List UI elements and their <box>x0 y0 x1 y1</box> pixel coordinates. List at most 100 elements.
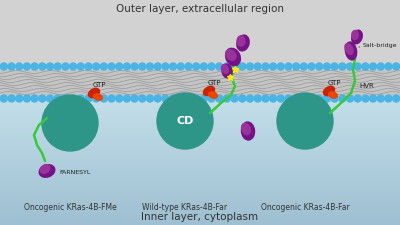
Circle shape <box>108 63 115 70</box>
Bar <box>0 169 400 172</box>
Text: Inner layer, cytoplasm: Inner layer, cytoplasm <box>142 212 258 222</box>
Circle shape <box>339 95 346 102</box>
Circle shape <box>316 63 323 70</box>
Circle shape <box>370 95 376 102</box>
Circle shape <box>16 63 23 70</box>
Circle shape <box>331 95 338 102</box>
Ellipse shape <box>352 30 358 40</box>
Circle shape <box>277 63 284 70</box>
Ellipse shape <box>345 42 357 60</box>
Circle shape <box>70 95 76 102</box>
Bar <box>0 0 400 70</box>
Circle shape <box>254 95 261 102</box>
Bar <box>0 132 400 135</box>
Circle shape <box>193 63 200 70</box>
Circle shape <box>154 95 161 102</box>
Text: FARNESYL: FARNESYL <box>59 171 90 176</box>
Bar <box>0 138 400 141</box>
Circle shape <box>293 63 300 70</box>
Circle shape <box>239 95 246 102</box>
Circle shape <box>146 95 154 102</box>
Bar <box>0 89 400 92</box>
Bar <box>0 79 400 82</box>
Bar <box>0 219 400 222</box>
Circle shape <box>93 63 100 70</box>
Bar <box>0 185 400 188</box>
Circle shape <box>239 63 246 70</box>
Circle shape <box>85 95 92 102</box>
Circle shape <box>54 63 61 70</box>
Bar <box>0 151 400 154</box>
Circle shape <box>62 95 69 102</box>
Bar <box>0 70 400 73</box>
Bar <box>0 213 400 216</box>
Bar <box>0 73 400 76</box>
Ellipse shape <box>242 122 254 140</box>
Bar <box>0 107 400 110</box>
Bar <box>0 203 400 206</box>
Circle shape <box>354 95 361 102</box>
Bar <box>0 160 400 163</box>
Ellipse shape <box>237 36 245 46</box>
Bar <box>0 163 400 166</box>
Circle shape <box>162 63 169 70</box>
Ellipse shape <box>94 94 102 100</box>
Circle shape <box>246 95 254 102</box>
Circle shape <box>346 95 354 102</box>
Circle shape <box>0 95 7 102</box>
Circle shape <box>124 95 130 102</box>
Text: Oncogenic KRas-4B-FMe: Oncogenic KRas-4B-FMe <box>24 202 116 211</box>
Bar <box>0 206 400 209</box>
Circle shape <box>370 63 376 70</box>
Circle shape <box>93 95 100 102</box>
Ellipse shape <box>329 92 337 98</box>
Bar <box>0 197 400 200</box>
Ellipse shape <box>226 48 240 66</box>
Circle shape <box>224 63 230 70</box>
Circle shape <box>308 63 315 70</box>
Circle shape <box>393 63 400 70</box>
Circle shape <box>216 63 223 70</box>
Circle shape <box>39 63 46 70</box>
Text: GTP: GTP <box>207 80 221 86</box>
Text: GTP: GTP <box>327 80 341 86</box>
Circle shape <box>277 93 333 149</box>
Circle shape <box>224 95 230 102</box>
Circle shape <box>385 95 392 102</box>
Circle shape <box>8 95 15 102</box>
Circle shape <box>100 95 107 102</box>
Circle shape <box>277 95 284 102</box>
Circle shape <box>62 63 69 70</box>
Circle shape <box>362 63 369 70</box>
Circle shape <box>54 95 61 102</box>
Circle shape <box>270 95 276 102</box>
Circle shape <box>108 95 115 102</box>
Bar <box>0 200 400 203</box>
Bar <box>0 82 400 86</box>
Circle shape <box>146 63 154 70</box>
Circle shape <box>262 95 269 102</box>
Circle shape <box>39 95 46 102</box>
Circle shape <box>77 95 84 102</box>
Circle shape <box>8 63 15 70</box>
Circle shape <box>46 95 54 102</box>
Ellipse shape <box>345 43 353 54</box>
Circle shape <box>377 95 384 102</box>
Circle shape <box>116 95 123 102</box>
Circle shape <box>300 95 307 102</box>
Circle shape <box>393 95 400 102</box>
Bar <box>0 209 400 213</box>
Circle shape <box>200 95 207 102</box>
Bar <box>0 95 400 98</box>
Circle shape <box>139 95 146 102</box>
Bar <box>0 117 400 120</box>
Circle shape <box>254 63 261 70</box>
Circle shape <box>0 63 7 70</box>
Bar <box>0 191 400 194</box>
Circle shape <box>208 63 215 70</box>
Text: Oncogenic KRas-4B-Far: Oncogenic KRas-4B-Far <box>261 202 349 211</box>
Circle shape <box>231 95 238 102</box>
Bar <box>0 120 400 123</box>
Bar <box>0 172 400 176</box>
Ellipse shape <box>324 86 334 96</box>
